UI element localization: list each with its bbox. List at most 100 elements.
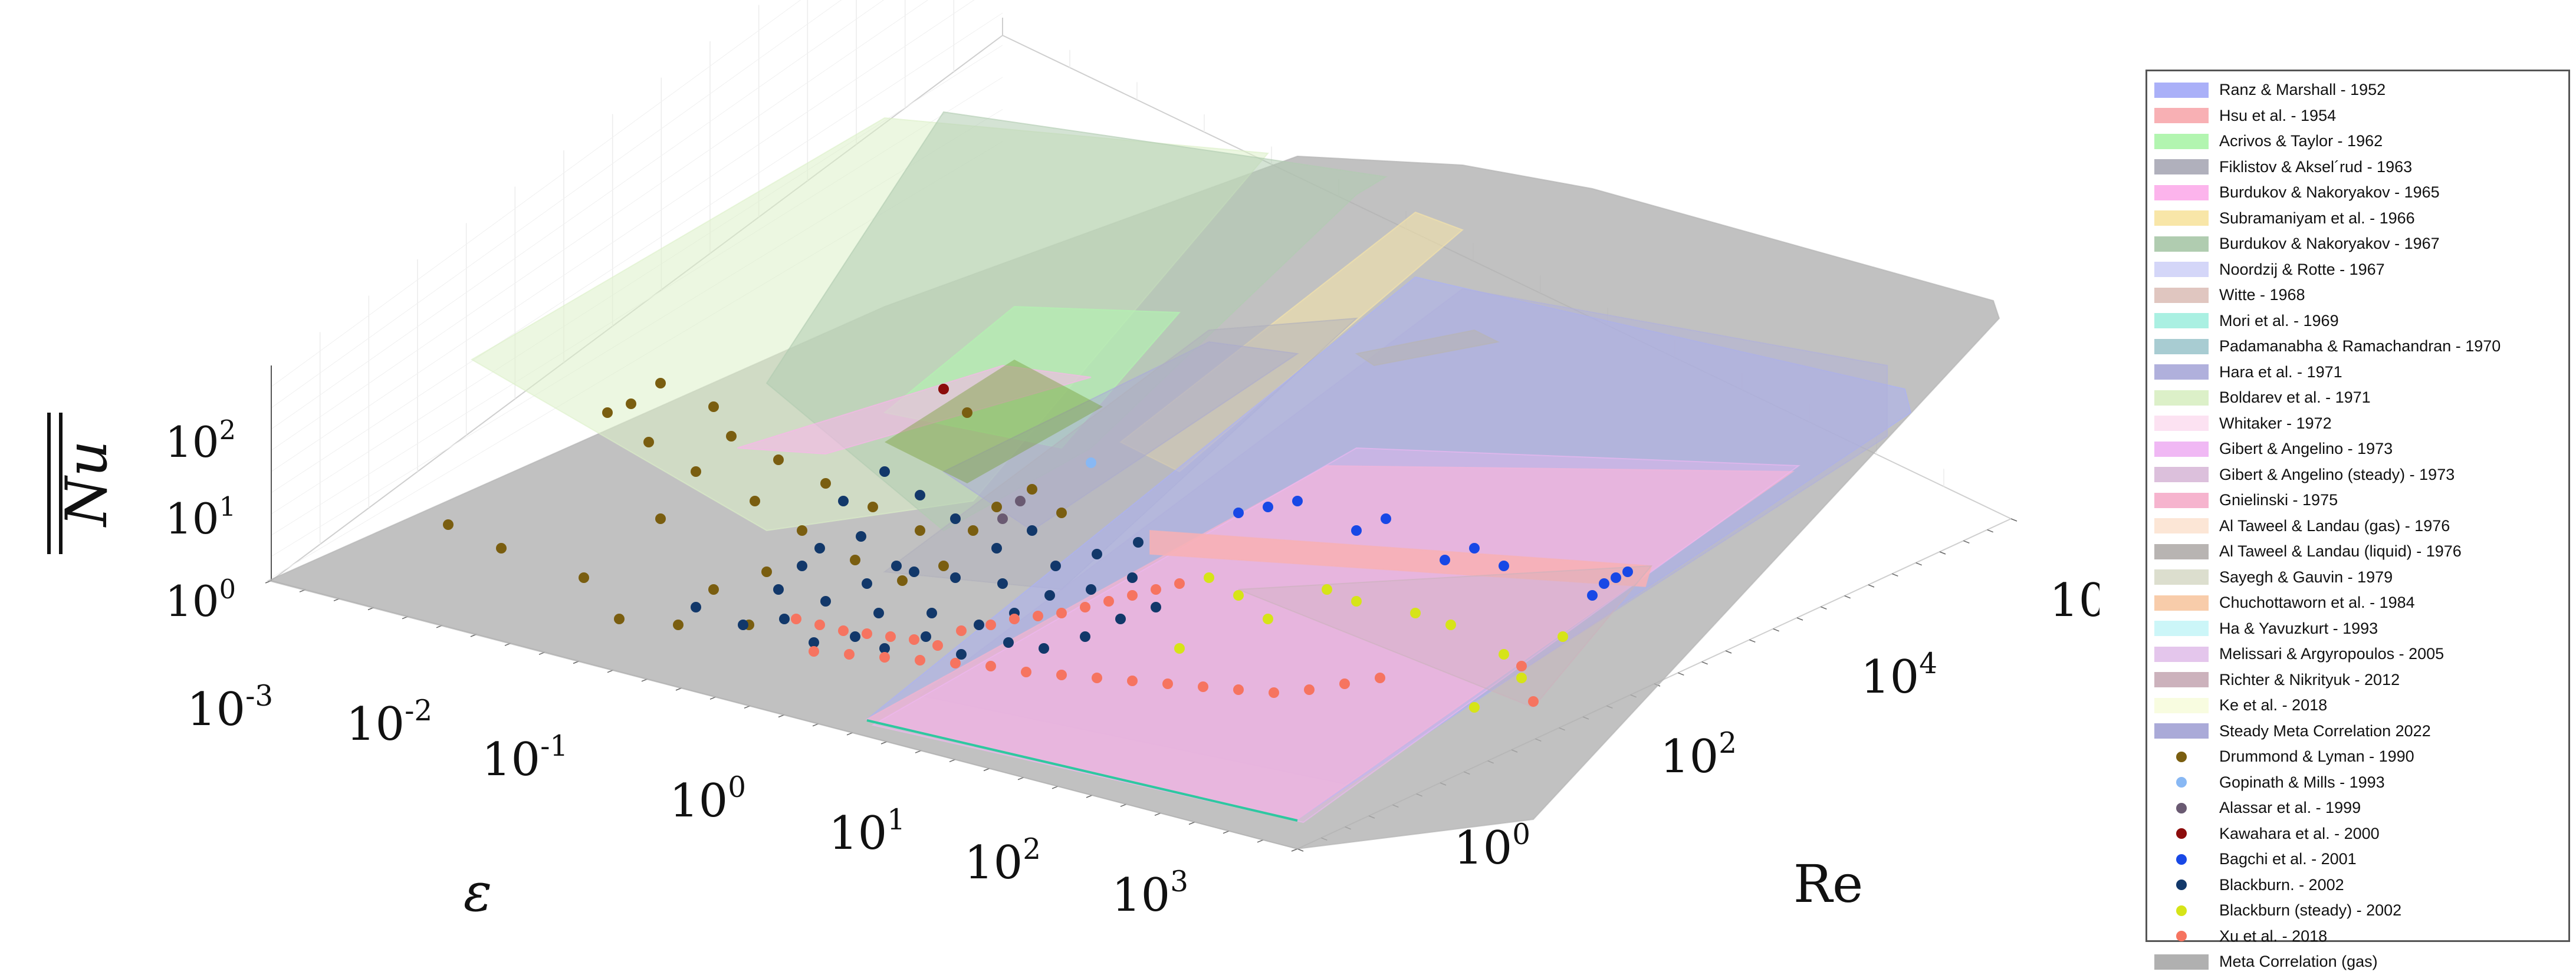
- experimental-data-points: [443, 378, 1633, 713]
- tick-mark: [1725, 650, 1732, 654]
- tick-labels: 10-3 10-2 10-1 100 101 102 103 100 102 104 106 100 1…: [165, 415, 2099, 922]
- plot-area: 10-3 10-2 10-1 100 101 102 103 100 102 104 106 100 1…: [47, 0, 2099, 924]
- tick-mark: [1939, 551, 1946, 555]
- data-point-bagchi-et-al-2001: [1499, 561, 1509, 571]
- legend-label: Alassar et al. - 1999: [2219, 799, 2361, 817]
- epsilon-tick-label: 10-1: [482, 730, 568, 786]
- legend-swatch: [2154, 210, 2209, 226]
- data-point-bagchi-et-al-2001: [1611, 572, 1621, 583]
- data-point-xu-et-al-2018: [1127, 590, 1138, 601]
- legend-dot: [2176, 905, 2187, 916]
- legend: Ranz & Marshall - 1952 Hsu et al. - 1954 A…: [2145, 70, 2570, 970]
- data-point-xu-et-al-2018: [1304, 684, 1315, 695]
- data-point-xu-et-al-2018: [1233, 684, 1244, 695]
- legend-item: Gibert & Angelino (steady) - 1973: [2154, 462, 2561, 488]
- legend-label: Kawahara et al. - 2000: [2219, 824, 2380, 842]
- surface-burdukov-nakoryakov-1965: [737, 364, 1092, 455]
- legend-item: Hsu et al. - 1954: [2154, 103, 2561, 129]
- data-point-blackburn-steady-2002: [1322, 584, 1332, 595]
- data-point-alassar-et-al-1999: [1015, 496, 1026, 506]
- data-point-drummond-lyman-1990: [820, 478, 831, 489]
- data-point-drummond-lyman-1990: [655, 513, 666, 524]
- legend-item: Blackburn. - 2002: [2154, 872, 2561, 898]
- re-axis-label: Re: [1793, 854, 1863, 914]
- epsilon-tick-label: 103: [1112, 865, 1188, 922]
- data-point-blackburn-steady-2002: [1499, 649, 1509, 660]
- legend-label: Burdukov & Nakoryakov - 1965: [2219, 183, 2440, 202]
- data-point-bagchi-et-al-2001: [1292, 496, 1303, 506]
- data-point-drummond-lyman-1990: [868, 502, 878, 512]
- legend-item: Witte - 1968: [2154, 282, 2561, 308]
- data-point-drummond-lyman-1990: [673, 620, 684, 630]
- epsilon-tick-label: 102: [964, 833, 1041, 890]
- legend-label: Subramaniyam et al. - 1966: [2219, 209, 2415, 227]
- legend-item: Gnielinski - 1975: [2154, 488, 2561, 513]
- legend-item: Xu et al. - 2018: [2154, 924, 2561, 950]
- legend-swatch: [2154, 236, 2209, 252]
- data-point-blackburn-2002: [921, 631, 931, 642]
- legend-label: Gibert & Angelino (steady) - 1973: [2219, 465, 2455, 483]
- legend-label: Mori et al. - 1969: [2219, 311, 2339, 330]
- data-point-xu-et-al-2018: [838, 625, 849, 636]
- legend-item: Hara et al. - 1971: [2154, 360, 2561, 386]
- data-point-bagchi-et-al-2001: [1233, 508, 1244, 518]
- legend-item: Mori et al. - 1969: [2154, 308, 2561, 334]
- data-point-bagchi-et-al-2001: [1351, 525, 1362, 536]
- data-point-bagchi-et-al-2001: [1381, 513, 1391, 524]
- data-point-blackburn-2002: [1003, 637, 1014, 648]
- legend-marker: [2154, 877, 2209, 892]
- data-point-xu-et-al-2018: [1021, 667, 1031, 677]
- data-point-blackburn-2002: [773, 584, 784, 595]
- tick-mark: [1821, 606, 1827, 610]
- data-point-drummond-lyman-1990: [496, 543, 507, 554]
- legend-dot: [2176, 802, 2187, 813]
- data-point-blackburn-2002: [1115, 614, 1126, 624]
- tick-mark: [1291, 848, 1298, 852]
- data-point-drummond-lyman-1990: [579, 572, 589, 583]
- data-point-blackburn-2002: [820, 596, 831, 607]
- data-point-bagchi-et-al-2001: [1622, 566, 1633, 577]
- data-point-blackburn-steady-2002: [1174, 643, 1185, 654]
- data-point-blackburn-steady-2002: [1445, 620, 1456, 630]
- data-point-blackburn-2002: [838, 496, 849, 506]
- data-point-blackburn-2002: [997, 578, 1008, 589]
- legend-label: Xu et al. - 2018: [2219, 927, 2328, 945]
- tick-mark: [1868, 584, 1875, 588]
- legend-item: Gopinath & Mills - 1993: [2154, 770, 2561, 796]
- data-point-xu-et-al-2018: [1103, 596, 1114, 607]
- data-point-gopinath-mills-1993: [1086, 457, 1096, 468]
- legend-label: Ranz & Marshall - 1952: [2219, 81, 2386, 99]
- data-point-kawahara-et-al-2000: [938, 384, 949, 394]
- nu-axis-label: Nu: [54, 440, 120, 528]
- data-point-blackburn-2002: [873, 608, 884, 618]
- data-point-blackburn-2002: [891, 561, 902, 571]
- data-point-drummond-lyman-1990: [655, 378, 666, 388]
- legend-item: Kawahara et al. - 2000: [2154, 821, 2561, 847]
- data-point-blackburn-2002: [1050, 561, 1061, 571]
- data-point-drummond-lyman-1990: [962, 407, 972, 418]
- data-point-blackburn-2002: [879, 466, 890, 477]
- data-point-blackburn-2002: [1133, 537, 1144, 548]
- data-point-xu-et-al-2018: [1516, 661, 1527, 671]
- legend-swatch: [2154, 544, 2209, 559]
- data-point-drummond-lyman-1990: [1027, 484, 1037, 495]
- data-point-xu-et-al-2018: [791, 614, 801, 624]
- data-point-blackburn-2002: [809, 637, 819, 648]
- data-point-drummond-lyman-1990: [991, 502, 1002, 512]
- data-point-blackburn-steady-2002: [1233, 590, 1244, 601]
- tick-mark: [1773, 628, 1779, 632]
- data-point-drummond-lyman-1990: [938, 561, 949, 571]
- legend-swatch: [2154, 954, 2209, 970]
- axis-labels: ε Re Nu: [47, 413, 1863, 924]
- legend-label: Padamanabha & Ramachandran - 1970: [2219, 337, 2501, 355]
- data-point-blackburn-2002: [1092, 549, 1102, 559]
- data-point-xu-et-al-2018: [932, 640, 943, 651]
- legend-label: Sayegh & Gauvin - 1979: [2219, 568, 2393, 586]
- epsilon-tick-label: 100: [669, 771, 746, 828]
- data-point-drummond-lyman-1990: [643, 437, 654, 447]
- surface-richter-nikrityuk-2012: [1238, 565, 1653, 709]
- legend-marker: [2154, 775, 2209, 790]
- data-point-blackburn-2002: [856, 531, 866, 542]
- legend-item: Ha & Yavuzkurt - 1993: [2154, 616, 2561, 642]
- legend-item: Al Taweel & Landau (liquid) - 1976: [2154, 539, 2561, 565]
